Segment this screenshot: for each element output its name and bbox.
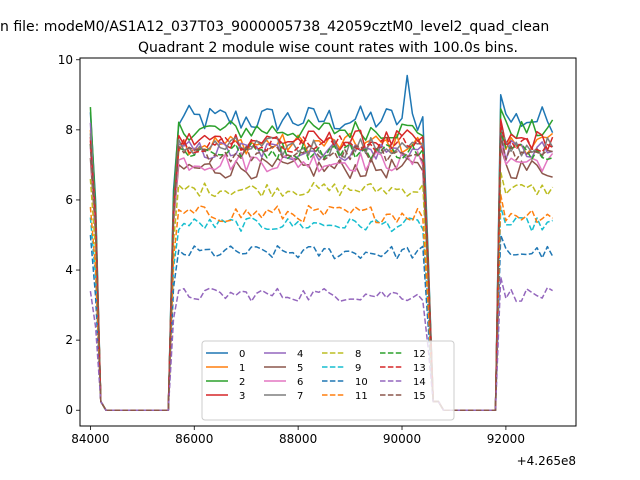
legend-label-13: 13 [413,363,426,374]
y-tick-label: 8 [65,123,73,137]
y-tick-label: 6 [65,193,73,207]
legend-label-10: 10 [355,377,368,388]
y-tick-label: 10 [58,53,73,67]
legend-label-6: 6 [297,377,303,388]
x-tick-label: 88000 [279,432,317,446]
figure-suptitle: n file: modeM0/AS1A12_037T03_9000005738_… [0,19,549,35]
legend-label-7: 7 [297,391,303,402]
legend-label-9: 9 [355,363,361,374]
legend-label-8: 8 [355,349,361,360]
legend-label-4: 4 [297,349,303,360]
legend-label-2: 2 [239,377,245,388]
legend-label-3: 3 [239,391,245,402]
chart-title: Quadrant 2 module wise count rates with … [138,40,518,56]
legend-label-11: 11 [355,391,368,402]
y-tick-label: 0 [65,403,73,417]
y-tick-label: 4 [65,263,73,277]
series-14-line [89,276,553,411]
legend-label-12: 12 [413,349,426,360]
plot-lines [89,74,554,411]
legend-label-14: 14 [413,377,426,388]
x-tick-label: 84000 [71,432,109,446]
x-offset-label: +4.265e8 [517,454,576,468]
legend-label-15: 15 [413,391,426,402]
y-tick-label: 2 [65,333,73,347]
legend-label-0: 0 [239,349,245,360]
x-tick-label: 86000 [175,432,213,446]
x-tick-label: 92000 [487,432,525,446]
legend-label-1: 1 [239,363,245,374]
x-tick-label: 90000 [383,432,421,446]
axes-frame [79,57,577,427]
legend-label-5: 5 [297,363,303,374]
x-axis: 84000 86000 88000 90000 92000 [71,426,525,446]
y-axis: 0 2 4 6 8 10 [58,53,80,417]
legend-box [201,340,455,421]
